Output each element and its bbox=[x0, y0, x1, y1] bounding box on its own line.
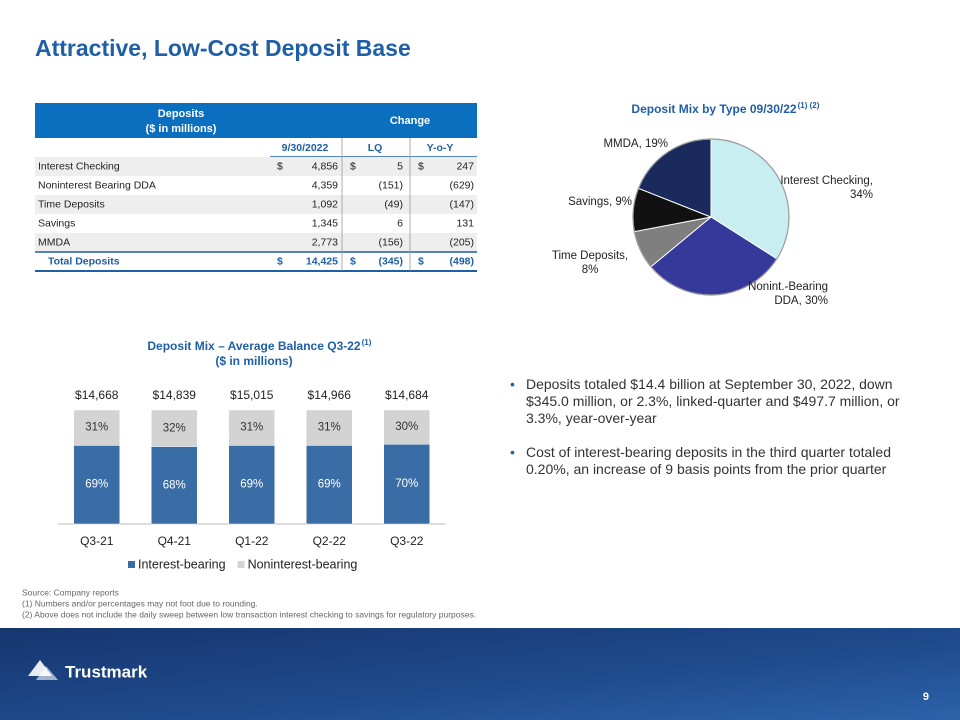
pie-label: MMDA, 19% bbox=[603, 138, 668, 150]
table-header: ($ in millions) bbox=[146, 123, 217, 135]
table-cell: 14,425 bbox=[306, 255, 338, 267]
chart-title: Deposit Mix by Type 09/30/22 bbox=[631, 102, 797, 116]
bar-total-label: $14,966 bbox=[308, 388, 352, 402]
pie-label: Time Deposits, 8% bbox=[551, 250, 629, 276]
bar-value-label: 31% bbox=[318, 422, 341, 434]
x-tick-label: Q3-21 bbox=[80, 534, 114, 548]
chart-title-note: (1) bbox=[362, 338, 372, 347]
chart-title-note: (1) (2) bbox=[798, 101, 820, 110]
column-header: Y-o-Y bbox=[427, 142, 454, 154]
bar-total-label: $15,015 bbox=[230, 388, 274, 402]
table-cell: $ bbox=[418, 160, 424, 172]
bar-value-label: 68% bbox=[163, 479, 186, 491]
table-cell: (498) bbox=[449, 255, 474, 267]
bar-segment bbox=[228, 445, 275, 525]
footnote: Source: Company reports bbox=[22, 587, 119, 597]
bar-segment bbox=[151, 446, 198, 525]
table-cell: (629) bbox=[449, 179, 474, 191]
table-cell: 2,773 bbox=[312, 236, 338, 248]
table-cell: 131 bbox=[456, 217, 474, 229]
table-cell: Interest Checking bbox=[38, 160, 120, 172]
bar-segment bbox=[73, 445, 120, 525]
table-cell: Noninterest Bearing DDA bbox=[38, 179, 156, 191]
row-band bbox=[35, 233, 477, 252]
table-cell: $ bbox=[350, 160, 356, 172]
bullet-text: Deposits totaled $14.4 billion at Septem… bbox=[510, 376, 926, 427]
chart-title: Deposit Mix – Average Balance Q3-22 bbox=[147, 339, 361, 353]
bar-value-label: 69% bbox=[240, 479, 263, 491]
bar-segment bbox=[228, 409, 275, 446]
x-tick-label: Q1-22 bbox=[235, 534, 269, 548]
table-header-band bbox=[35, 103, 477, 138]
table-cell: Savings bbox=[38, 217, 75, 229]
table-header: Deposits bbox=[158, 108, 204, 120]
table-cell: 247 bbox=[456, 160, 474, 172]
bar-segment bbox=[306, 409, 353, 446]
logo: Trustmark bbox=[65, 662, 148, 681]
table-cell: 5 bbox=[397, 160, 403, 172]
bar-value-label: 32% bbox=[163, 422, 186, 434]
table-cell: (345) bbox=[378, 255, 403, 267]
table-cell: (151) bbox=[378, 179, 403, 191]
pie-label: Interest Checking, 34% bbox=[780, 175, 873, 201]
bar-segment bbox=[306, 445, 353, 525]
bar-value-label: 30% bbox=[395, 421, 418, 433]
table-cell: $ bbox=[418, 255, 424, 267]
legend-label: Noninterest-bearing bbox=[248, 557, 358, 571]
row-band bbox=[35, 195, 477, 214]
pie-label: Nonint.-Bearing DDA, 30% bbox=[748, 281, 828, 307]
chart-subtitle: ($ in millions) bbox=[215, 354, 292, 368]
table-cell: $ bbox=[277, 160, 283, 172]
x-tick-label: Q3-22 bbox=[390, 534, 424, 548]
table-header: Change bbox=[390, 115, 430, 127]
bar-segment bbox=[383, 409, 430, 445]
column-header: 9/30/2022 bbox=[282, 142, 329, 154]
page-number: 9 bbox=[923, 691, 929, 703]
table-cell: 4,856 bbox=[312, 160, 338, 172]
legend-swatch bbox=[237, 561, 245, 568]
pie-outline bbox=[632, 138, 790, 296]
table-cell: $ bbox=[277, 255, 283, 267]
legend-label: Interest-bearing bbox=[138, 557, 226, 571]
slide-title: Attractive, Low-Cost Deposit Base bbox=[35, 35, 411, 61]
column-header: LQ bbox=[368, 142, 383, 154]
table-cell: 6 bbox=[397, 217, 403, 229]
table-cell: (205) bbox=[449, 236, 474, 248]
bar-value-label: 69% bbox=[85, 479, 108, 491]
bar-segment bbox=[73, 409, 120, 446]
table-cell: (49) bbox=[384, 198, 403, 210]
table-cell: $ bbox=[350, 255, 356, 267]
row-band bbox=[35, 157, 477, 176]
table-cell: 4,359 bbox=[312, 179, 338, 191]
table-cell: 1,092 bbox=[312, 198, 338, 210]
x-tick-label: Q2-22 bbox=[313, 534, 347, 548]
bar-value-label: 31% bbox=[85, 422, 108, 434]
legend-swatch bbox=[128, 561, 135, 568]
table-cell: Time Deposits bbox=[38, 198, 105, 210]
bullet-text: Cost of interest-bearing deposits in the… bbox=[510, 444, 926, 478]
table-cell: (156) bbox=[378, 236, 403, 248]
bar-total-label: $14,839 bbox=[153, 388, 197, 402]
bar-total-label: $14,668 bbox=[75, 388, 119, 402]
x-tick-label: Q4-21 bbox=[158, 534, 192, 548]
logo-icon bbox=[28, 660, 58, 680]
footnote: (1) Numbers and/or percentages may not f… bbox=[22, 598, 258, 608]
footer-band bbox=[0, 628, 960, 720]
table-cell: MMDA bbox=[38, 236, 70, 248]
footnote: (2) Above does not include the daily swe… bbox=[22, 609, 476, 619]
bar-segment bbox=[151, 409, 198, 447]
bar-value-label: 70% bbox=[395, 478, 418, 490]
bar-value-label: 69% bbox=[318, 479, 341, 491]
bar-value-label: 31% bbox=[240, 422, 263, 434]
pie-label: Savings, 9% bbox=[568, 196, 632, 208]
table-cell: Total Deposits bbox=[48, 255, 120, 267]
table-cell: (147) bbox=[449, 198, 474, 210]
bar-total-label: $14,684 bbox=[385, 388, 429, 402]
table-cell: 1,345 bbox=[312, 217, 338, 229]
